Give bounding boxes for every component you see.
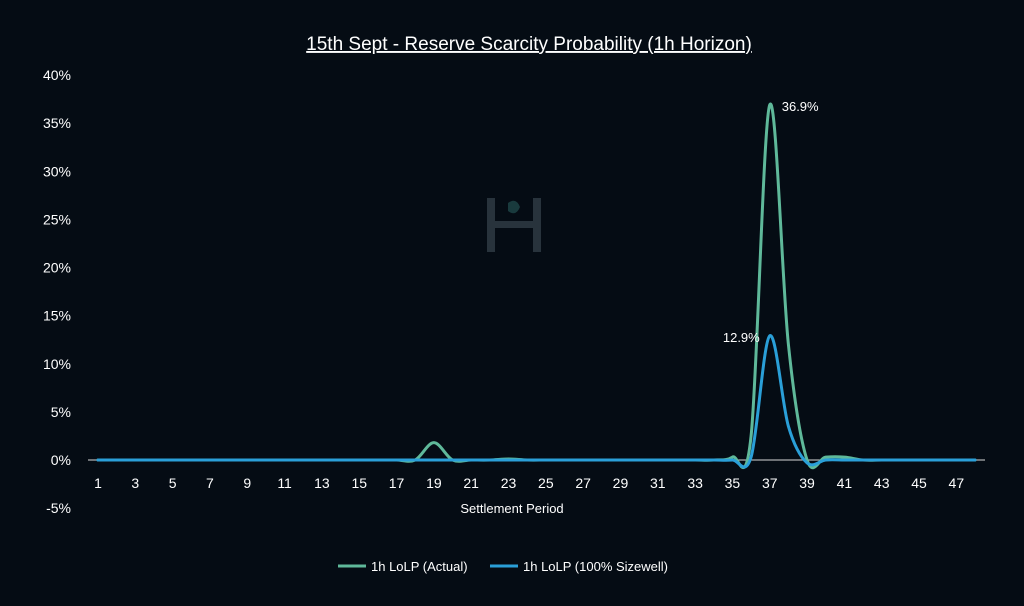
x-tick-label: 9 [243, 475, 251, 491]
x-tick-label: 33 [687, 475, 703, 491]
x-tick-label: 15 [351, 475, 367, 491]
y-tick-label: 30% [43, 163, 71, 179]
y-tick-label: 40% [43, 67, 71, 83]
x-tick-label: 41 [837, 475, 853, 491]
x-axis-ticks: 1 3 5 7 9 11 13 15 17 19 21 23 25 27 29 31 33 35 37 39 41 43 4… [94, 475, 964, 491]
x-tick-label: 27 [575, 475, 591, 491]
x-tick-label: 7 [206, 475, 214, 491]
y-tick-label: 35% [43, 115, 71, 131]
x-tick-label: 23 [501, 475, 517, 491]
x-tick-label: 11 [277, 475, 292, 491]
y-tick-label: 10% [43, 356, 71, 372]
data-label: 36.9% [782, 99, 819, 114]
x-tick-label: 5 [169, 475, 177, 491]
x-tick-label: 19 [426, 475, 442, 491]
data-label: 12.9% [723, 330, 760, 345]
y-tick-label: 15% [43, 308, 71, 324]
x-tick-label: 3 [131, 475, 139, 491]
legend-label-actual: 1h LoLP (Actual) [371, 559, 468, 574]
x-tick-label: 45 [911, 475, 927, 491]
x-tick-label: 31 [650, 475, 666, 491]
x-tick-label: 35 [725, 475, 741, 491]
y-tick-label: 25% [43, 211, 71, 227]
y-tick-label: -5% [46, 500, 71, 516]
series-line-sizewell [96, 334, 977, 469]
x-tick-label: 21 [463, 475, 479, 491]
x-tick-label: 37 [762, 475, 778, 491]
x-tick-label: 39 [799, 475, 815, 491]
x-tick-label: 29 [613, 475, 629, 491]
y-tick-label: 0% [51, 452, 71, 468]
series-lines [96, 102, 977, 470]
x-axis-label: Settlement Period [460, 501, 563, 516]
legend: 1h LoLP (Actual) 1h LoLP (100% Sizewell) [338, 559, 668, 574]
x-tick-label: 1 [94, 475, 102, 491]
y-tick-label: 20% [43, 260, 71, 276]
data-labels: 36.9% 12.9% [723, 99, 819, 345]
x-tick-label: 17 [389, 475, 405, 491]
y-axis-ticks: -5% 0% 5% 10% 15% 20% 25% 30% 35% 40% [43, 67, 71, 516]
x-tick-label: 25 [538, 475, 554, 491]
x-tick-label: 13 [314, 475, 330, 491]
watermark-logo-icon [487, 198, 541, 252]
x-tick-label: 43 [874, 475, 890, 491]
legend-label-sizewell: 1h LoLP (100% Sizewell) [523, 559, 668, 574]
y-tick-label: 5% [51, 404, 71, 420]
series-line-actual [96, 102, 977, 470]
x-tick-label: 47 [949, 475, 965, 491]
chart-title: 15th Sept - Reserve Scarcity Probability… [306, 34, 752, 55]
